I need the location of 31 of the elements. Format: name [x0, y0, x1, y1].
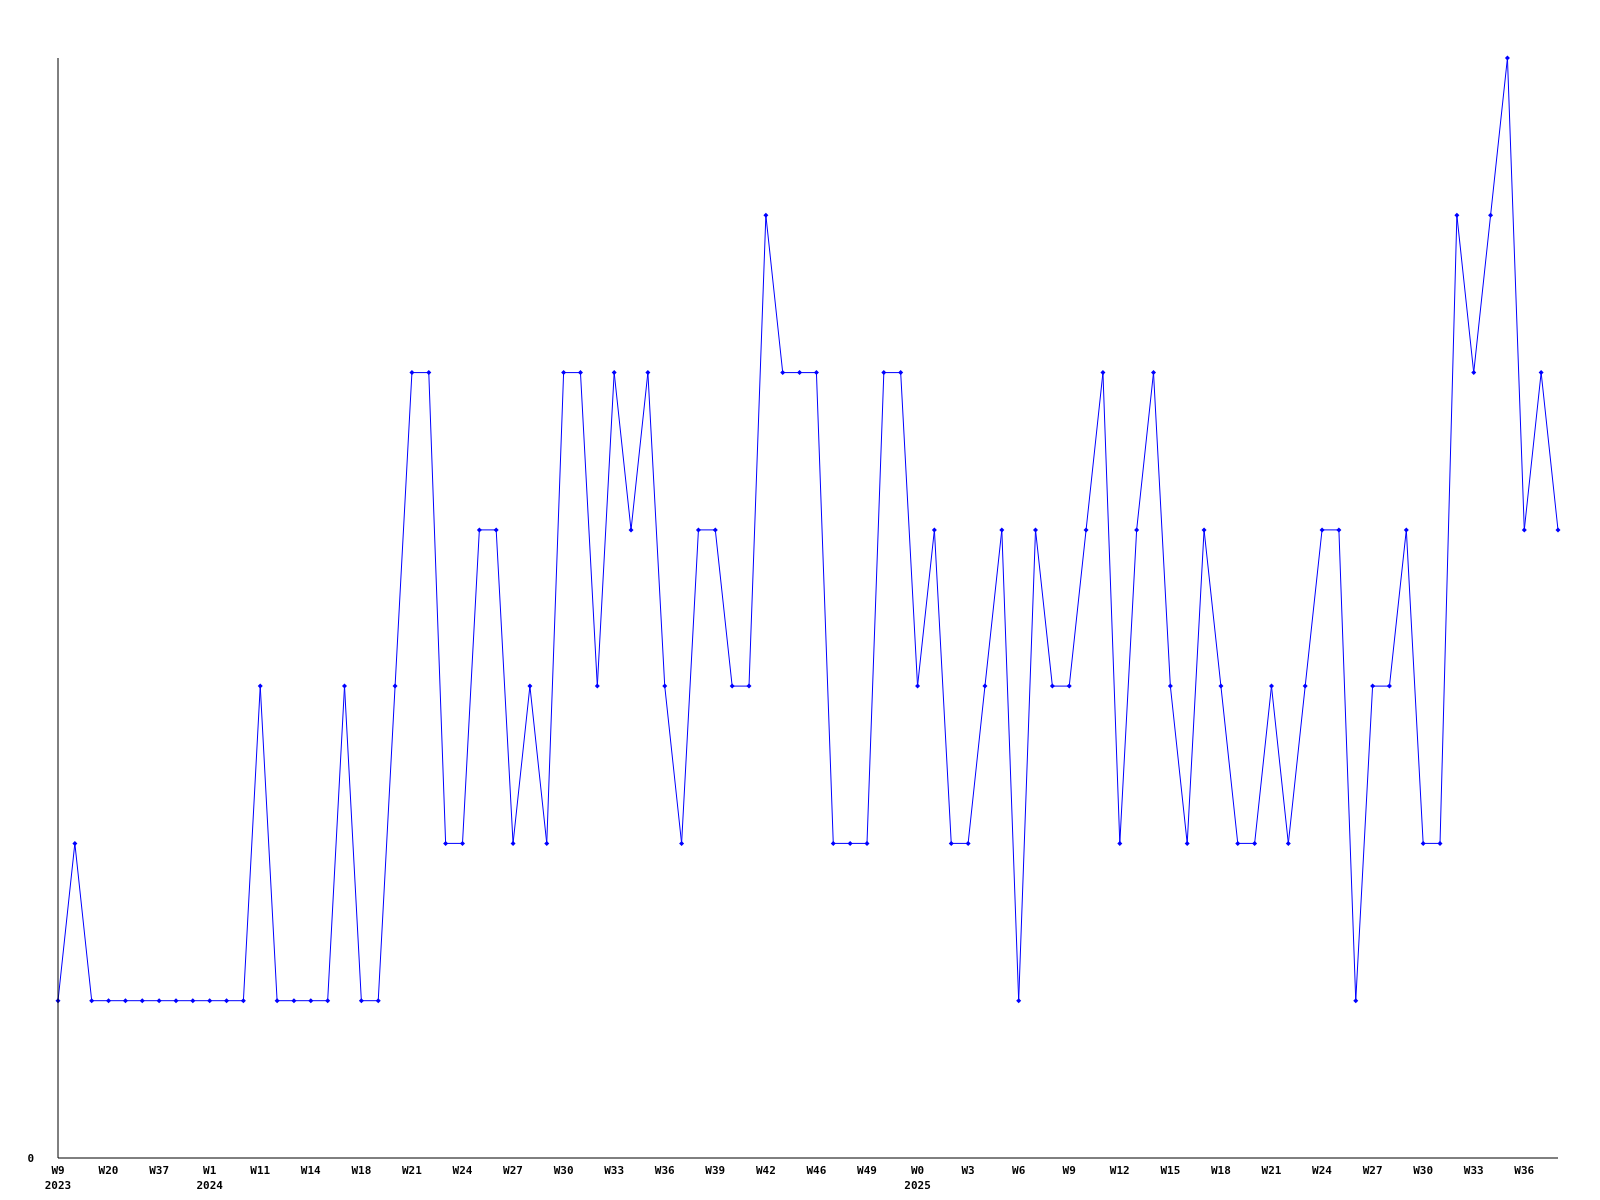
x-tick-label: W33 — [604, 1164, 625, 1177]
x-tick-label: W3 — [961, 1164, 975, 1177]
x-tick-label: W36 — [654, 1164, 676, 1177]
x-tick-label: W11 — [250, 1164, 271, 1177]
x-tick-label: W33 — [1463, 1164, 1484, 1177]
x-tick-label: W18 — [351, 1164, 372, 1177]
x-tick-label: W49 — [857, 1164, 877, 1177]
x-tick-label: W30 — [1413, 1164, 1434, 1177]
x-tick-label: W42 — [755, 1164, 776, 1177]
x-tick-label: W37 — [149, 1164, 170, 1177]
text: 0 — [27, 1152, 34, 1165]
x-tick-label: W27 — [503, 1164, 523, 1177]
x-tick-label: W21 — [402, 1164, 423, 1177]
x-tick-label: W46 — [806, 1164, 827, 1177]
x-tick-label: W9 2023 — [44, 1164, 72, 1192]
x-tick-label: W1 2024 — [196, 1164, 224, 1192]
x-tick-label: W12 — [1109, 1164, 1130, 1177]
x-tick-label: W24 — [452, 1164, 473, 1177]
x-tick-label: W36 — [1514, 1164, 1535, 1177]
x-tick-label: W18 — [1210, 1164, 1231, 1177]
x-tick-label: W20 — [98, 1164, 119, 1177]
x-tick-label: W15 — [1160, 1164, 1181, 1177]
x-tick-label: W6 — [1012, 1164, 1026, 1177]
x-tick-label: W30 — [553, 1164, 574, 1177]
x-tick-label: W39 — [705, 1164, 726, 1177]
x-tick-label: W27 — [1362, 1164, 1383, 1177]
x-tick-label: W9 — [1062, 1164, 1076, 1177]
x-tick-label: W14 — [300, 1164, 322, 1177]
x-tick-label: W21 — [1261, 1164, 1282, 1177]
x-tick-label: W24 — [1312, 1164, 1333, 1177]
x-tick-label: W0 2025 — [904, 1164, 931, 1192]
